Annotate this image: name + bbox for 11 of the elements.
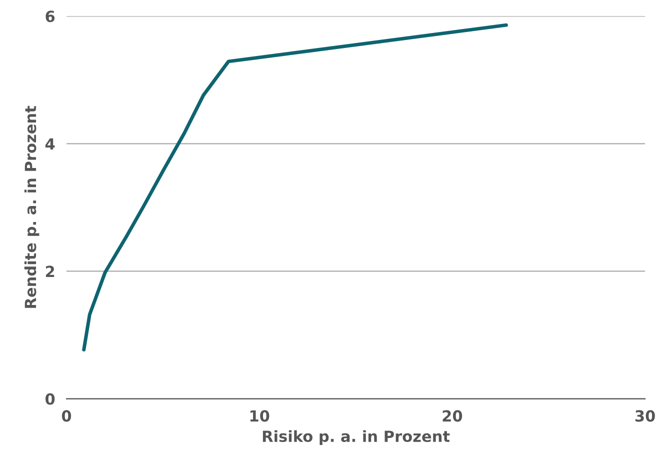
y-axis-title: Rendite p. a. in Prozent [24, 106, 40, 308]
x-tick-label: 10 [250, 410, 270, 422]
x-tick-label: 20 [442, 410, 462, 422]
y-tick-label: 4 [45, 138, 55, 150]
y-tick-label: 2 [46, 266, 54, 278]
x-tick-label: 30 [635, 410, 655, 422]
line-series [82, 23, 508, 352]
y-tick-label: 0 [45, 393, 55, 405]
x-axis-title: Risiko p. a. in Prozent [262, 430, 450, 446]
x-tick-label: 0 [62, 410, 72, 422]
y-tick-label: 6 [46, 10, 55, 22]
